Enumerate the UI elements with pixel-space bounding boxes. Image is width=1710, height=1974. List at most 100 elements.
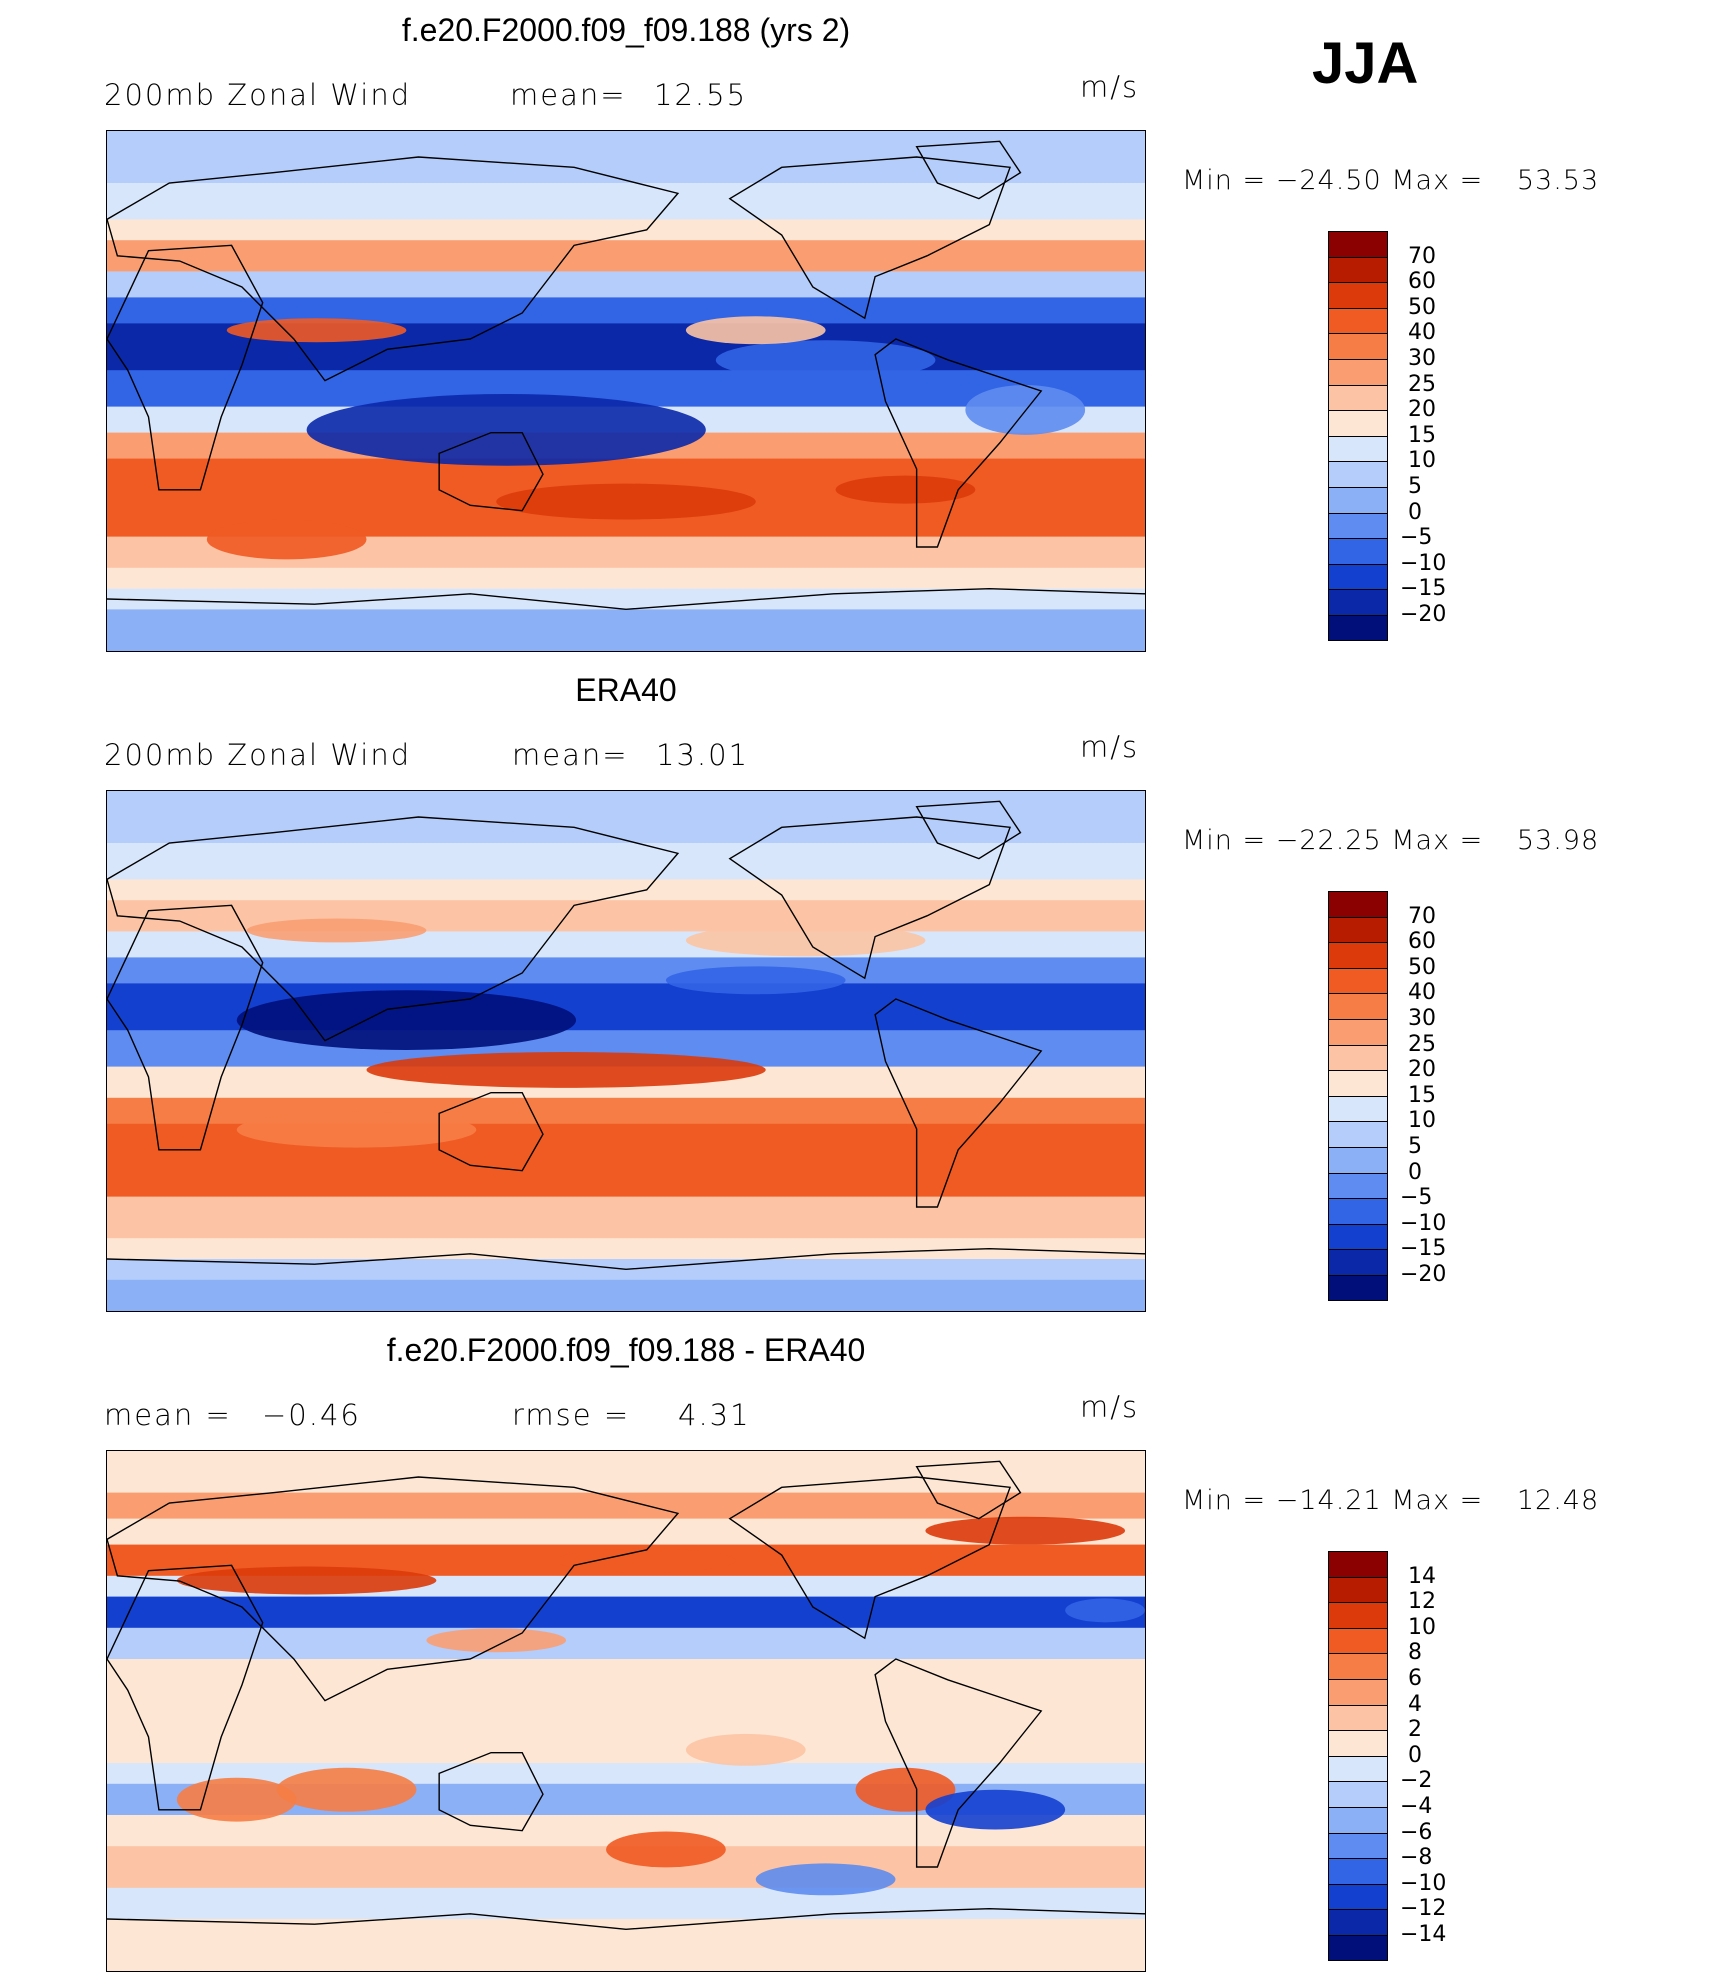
contour-band (107, 1887, 1145, 1920)
coastline (107, 1564, 264, 1811)
contour-cell (685, 1733, 806, 1766)
colorbar-2-box (1328, 1146, 1388, 1173)
colorbar-1 (1328, 231, 1390, 641)
colorbar-1-box (1328, 410, 1388, 436)
panel-3-min-value: −14.21 (1275, 1485, 1382, 1516)
panel-1-mean-value: 12.55 (654, 78, 748, 112)
colorbar-2-box (1328, 993, 1388, 1019)
contour-cell (426, 1628, 567, 1653)
contour-band (107, 791, 1145, 844)
colorbar-1-box (1328, 435, 1388, 462)
colorbar-2-tick-label: 70 (1408, 903, 1436, 929)
panel-1-max-label: Max = (1391, 165, 1484, 196)
colorbar-2-tick-label: −20 (1400, 1262, 1447, 1287)
coastline (728, 1476, 1012, 1640)
colorbar-1-box (1328, 231, 1388, 257)
panel-1-mean-label: mean= (510, 78, 627, 112)
contour-cell (246, 918, 427, 943)
colorbar-1-tick-label: −10 (1400, 550, 1447, 576)
colorbar-2-box (1328, 1223, 1388, 1250)
panel-2-min-label: Min = (1182, 825, 1267, 856)
colorbar-3-box (1328, 1858, 1388, 1884)
contour-band (107, 240, 1145, 272)
colorbar-1-box (1328, 333, 1388, 359)
colorbar-3-box (1328, 1627, 1388, 1654)
colorbar-1-box (1328, 256, 1388, 283)
colorbar-3-box (1328, 1832, 1388, 1859)
panel-3-rmse-value: 4.31 (678, 1398, 751, 1432)
colorbar-2-tick-label: −10 (1400, 1210, 1447, 1236)
panel-3-map (106, 1450, 1146, 1972)
colorbar-2-tick-label: 0 (1408, 1159, 1422, 1185)
contour-cell (226, 318, 407, 343)
colorbar-2-box (1328, 1249, 1388, 1275)
coastline (107, 244, 264, 491)
panel-2-map-svg (107, 791, 1145, 1311)
panel-3-mean-value: −0.46 (262, 1398, 361, 1432)
colorbar-3-tick-label: −2 (1400, 1768, 1433, 1794)
contour-band (107, 219, 1145, 241)
contour-cell (276, 1767, 417, 1812)
panel-3-mean-label: mean = (104, 1398, 232, 1432)
contour-cell (206, 519, 367, 560)
coastline (438, 1751, 544, 1832)
colorbar-3-tick-label: 6 (1408, 1666, 1422, 1691)
panel-1-min-value: −24.50 (1275, 165, 1382, 196)
colorbar-2-box (1328, 1198, 1388, 1224)
coastline (728, 816, 1012, 980)
panel-2-max-value: 53.98 (1516, 825, 1600, 856)
panel-3-title: f.e20.F2000.f09_f09.188 - ERA40 (386, 1332, 866, 1368)
panel-3-min-label: Min = (1182, 1485, 1267, 1516)
colorbar-3-tick-label: −12 (1400, 1896, 1447, 1922)
contour-band (107, 567, 1145, 590)
contour-cell (556, 1548, 736, 1573)
colorbar-2-tick-label: 25 (1408, 1031, 1436, 1057)
panel-3-units: m/s (1080, 1390, 1140, 1424)
colorbar-3-tick-label: 4 (1408, 1691, 1422, 1717)
colorbar-3 (1328, 1551, 1390, 1961)
panel-3-max-label: Max = (1391, 1485, 1484, 1516)
contour-band (107, 1627, 1145, 1660)
colorbar-3-box (1328, 1806, 1388, 1833)
colorbar-2-box (1328, 1095, 1388, 1122)
contour-band (107, 1238, 1145, 1260)
contour-cell (835, 475, 976, 504)
colorbar-1-tick-label: 5 (1408, 474, 1422, 499)
colorbar-2-tick-label: 40 (1408, 980, 1436, 1006)
contour-cell (925, 1789, 1066, 1830)
colorbar-3-box (1328, 1704, 1388, 1731)
coastline (874, 998, 1043, 1208)
contour-cell (925, 1516, 1126, 1545)
contour-band (107, 1279, 1145, 1311)
colorbar-1-box (1328, 461, 1388, 487)
colorbar-3-tick-label: −8 (1400, 1845, 1433, 1871)
panel-1-min-label: Min = (1182, 165, 1267, 196)
panel-3-map-svg (107, 1451, 1145, 1971)
colorbar-2-tick-label: 20 (1408, 1057, 1436, 1083)
colorbar-2-tick-label: −5 (1400, 1185, 1433, 1211)
coastline (107, 1476, 680, 1702)
colorbar-3-tick-label: 10 (1408, 1614, 1436, 1640)
panel-3-rmse-label: rmse = (512, 1398, 631, 1432)
coastline (107, 156, 680, 382)
colorbar-1-tick-label: 30 (1408, 346, 1436, 371)
colorbar-1-box (1328, 512, 1388, 539)
contour-band (107, 879, 1145, 901)
contour-band (107, 1659, 1145, 1764)
panel-1-map (106, 130, 1146, 652)
panel-1-max-value: 53.53 (1516, 165, 1600, 196)
colorbar-2-box (1328, 1172, 1388, 1199)
colorbar-3-tick-label: −6 (1400, 1819, 1433, 1845)
colorbar-3-tick-label: 0 (1408, 1742, 1422, 1768)
colorbar-3-tick-label: −4 (1400, 1794, 1433, 1819)
colorbar-1-tick-label: −15 (1400, 576, 1447, 602)
contour-cell (366, 1051, 766, 1088)
panel-2-mean-value: 13.01 (656, 738, 750, 772)
colorbar-3-tick-label: −14 (1400, 1922, 1447, 1947)
panel-1-title: f.e20.F2000.f09_f09.188 (yrs 2) (401, 12, 851, 48)
colorbar-1-tick-label: 50 (1408, 294, 1436, 320)
contour-cell (755, 1863, 896, 1896)
coastline (728, 156, 1012, 320)
colorbar-2-tick-label: 30 (1408, 1006, 1436, 1031)
panel-1-min-max: Min = −24.50 Max = 53.53 (1182, 165, 1599, 196)
